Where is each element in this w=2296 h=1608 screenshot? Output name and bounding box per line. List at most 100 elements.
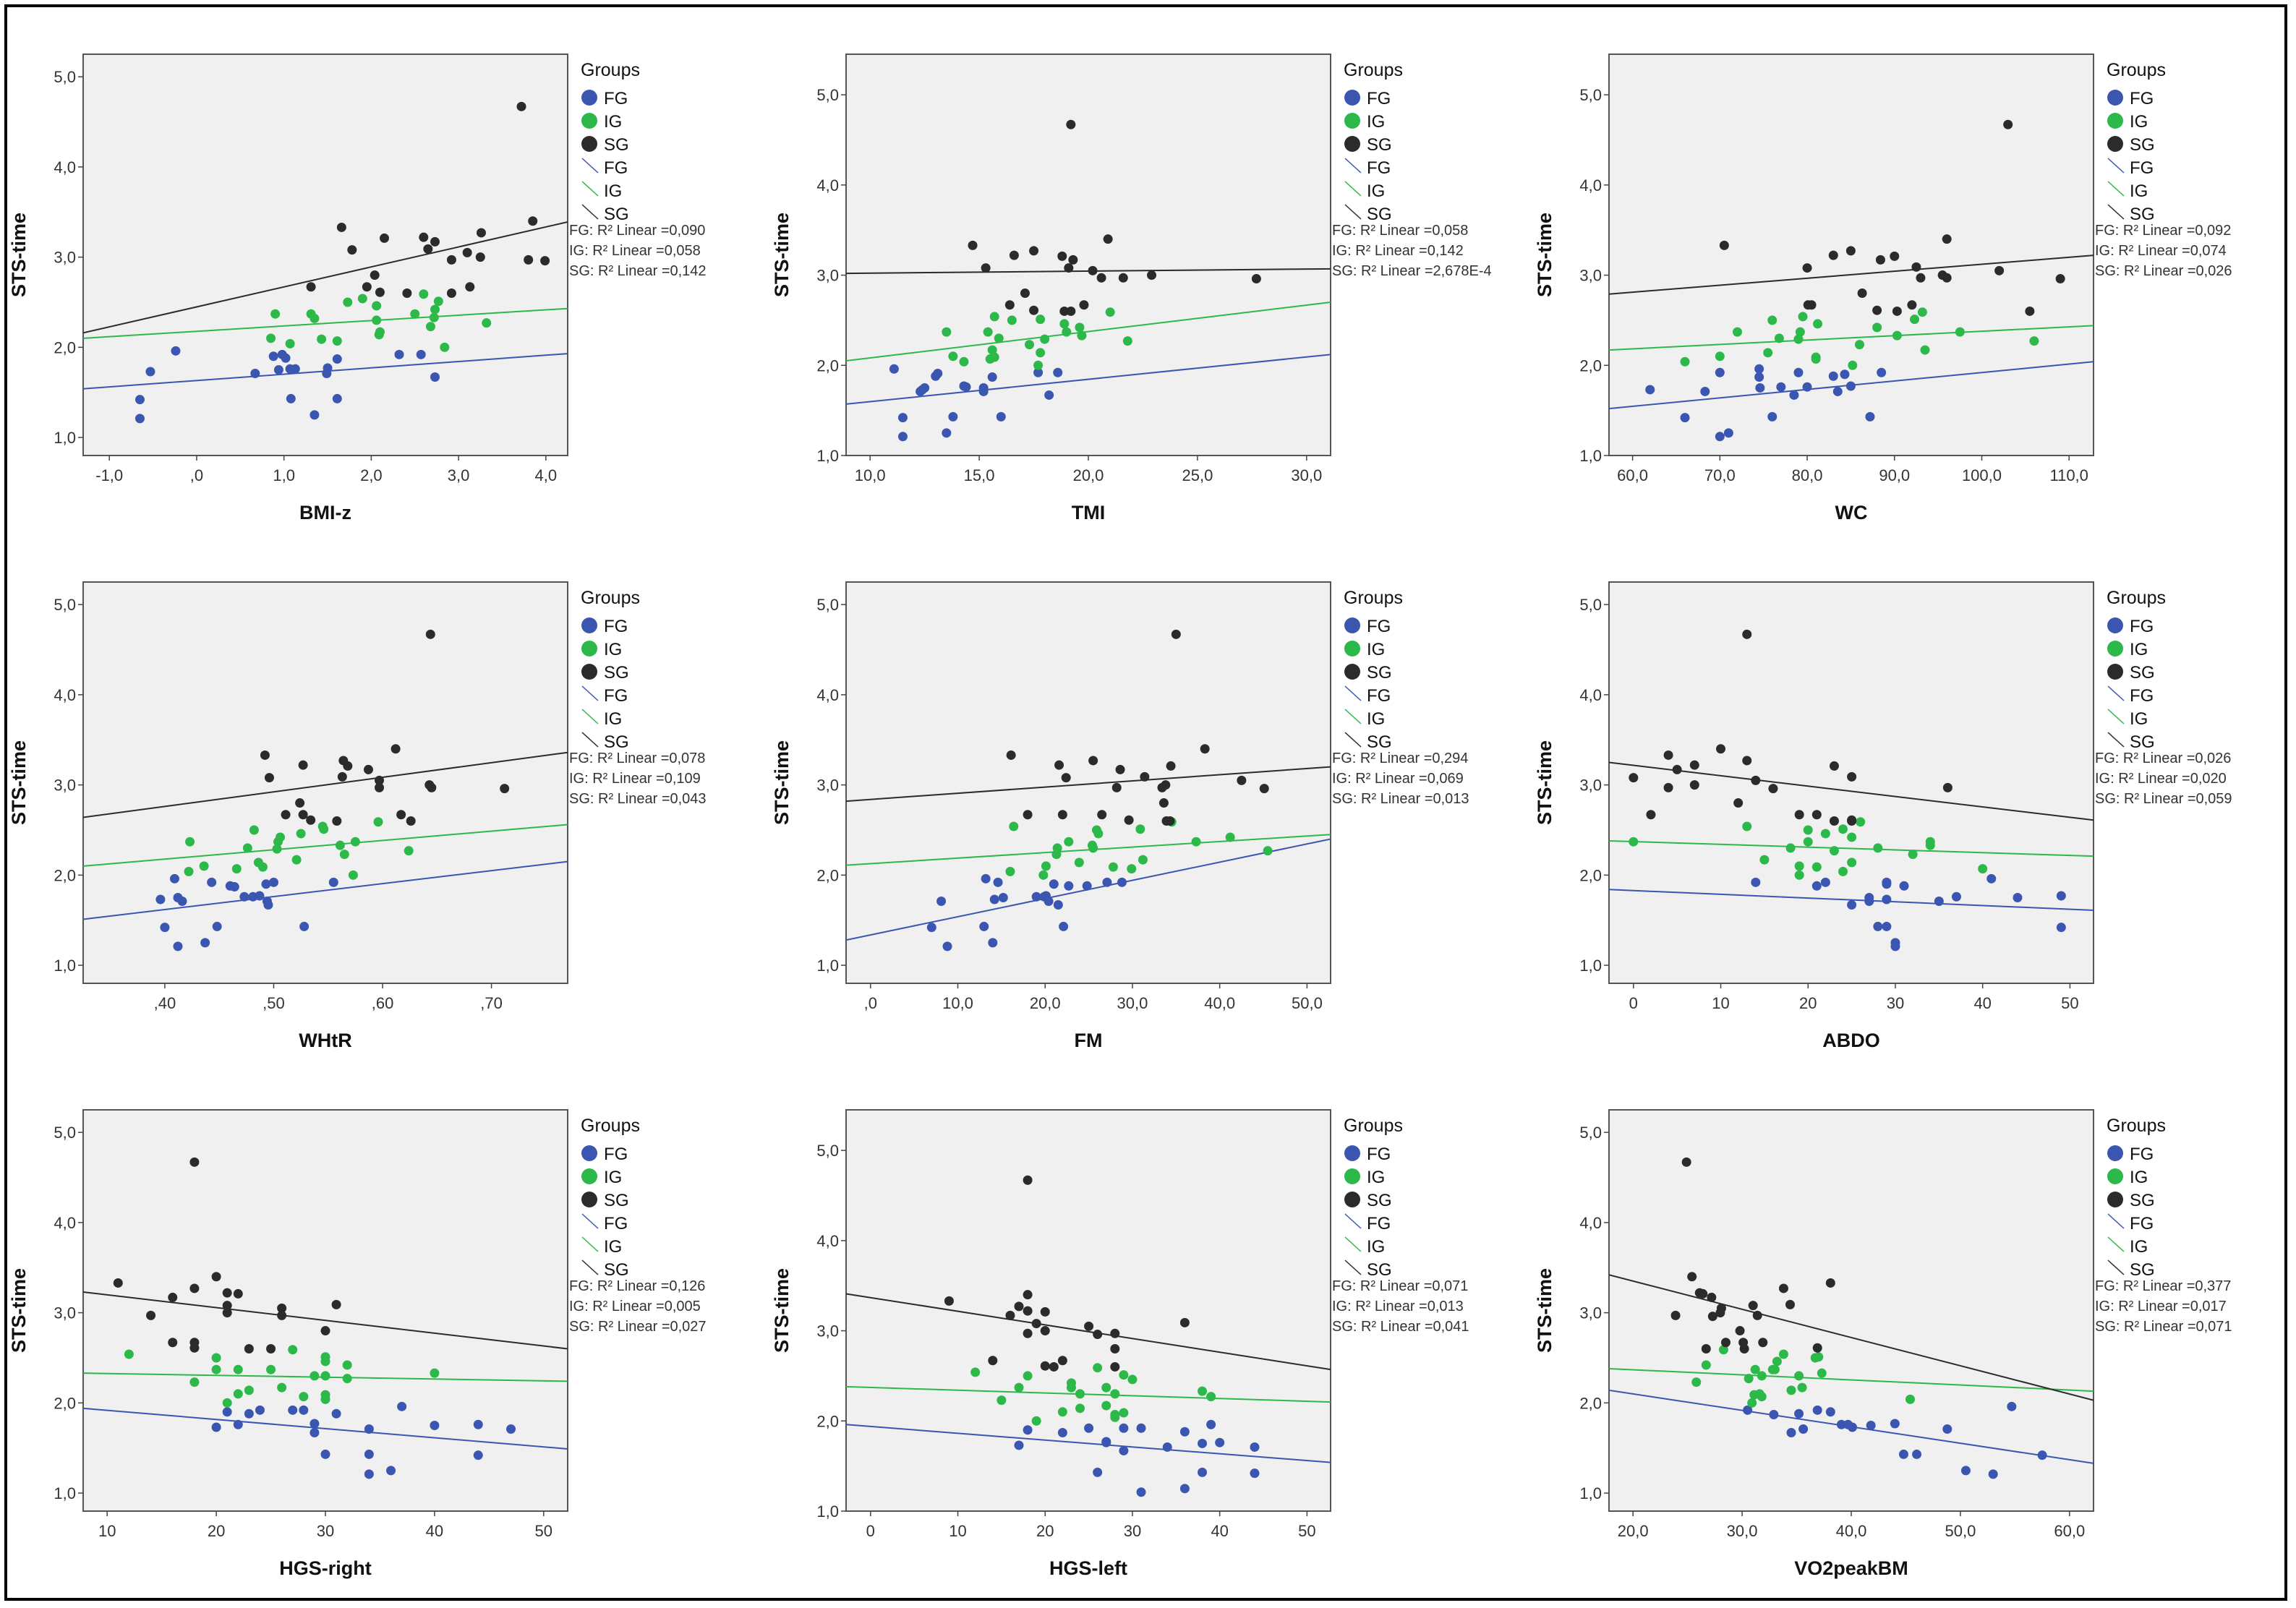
legend-marker-fg xyxy=(581,1145,597,1161)
data-point-sg xyxy=(406,816,416,826)
data-point-sg xyxy=(1847,816,1857,826)
legend-label: IG xyxy=(604,1168,622,1187)
data-point-ig xyxy=(1057,1407,1067,1417)
data-point-fg xyxy=(394,349,404,359)
data-point-fg xyxy=(160,923,170,933)
data-point-fg xyxy=(473,1419,483,1429)
fit-line-ig xyxy=(846,834,1331,866)
legend-label: FG xyxy=(2130,1145,2154,1164)
data-point-sg xyxy=(475,252,485,262)
data-point-sg xyxy=(1166,761,1176,771)
data-point-fg xyxy=(1873,921,1883,931)
data-point-sg xyxy=(1707,1292,1717,1302)
x-tick-label: ,70 xyxy=(480,994,503,1012)
legend-line-sg xyxy=(1344,732,1362,748)
fit-line-sg xyxy=(1609,1274,2094,1401)
x-tick-label: ,50 xyxy=(263,994,285,1012)
data-point-sg xyxy=(1716,1303,1726,1313)
data-point-ig xyxy=(1774,333,1784,343)
data-point-sg xyxy=(419,232,429,242)
plot-area xyxy=(1608,581,2094,984)
data-point-fg xyxy=(273,365,283,375)
data-point-fg xyxy=(1059,921,1069,931)
data-point-fg xyxy=(1882,877,1892,887)
data-point-sg xyxy=(1751,775,1761,785)
data-point-fg xyxy=(942,941,952,951)
data-point-sg xyxy=(1845,246,1856,256)
data-point-sg xyxy=(1735,1326,1745,1336)
legend-line-sg xyxy=(2107,204,2125,220)
x-tick-label: 30,0 xyxy=(1291,466,1322,484)
data-point-ig xyxy=(1847,832,1857,842)
data-point-fg xyxy=(1789,390,1799,400)
legend-label: FG xyxy=(1367,617,1391,636)
data-point-fg xyxy=(926,923,936,933)
legend-label: IG xyxy=(604,709,622,729)
data-point-ig xyxy=(983,327,993,337)
legend-label: FG xyxy=(2130,686,2154,706)
data-point-sg xyxy=(1733,798,1744,808)
data-point-sg xyxy=(1825,1278,1835,1288)
data-point-fg xyxy=(177,897,187,907)
y-tick-label: 1,0 xyxy=(54,957,76,975)
data-point-ig xyxy=(342,1360,352,1370)
data-point-ig xyxy=(1038,870,1049,880)
data-point-sg xyxy=(1088,265,1098,275)
data-point-ig xyxy=(410,309,420,319)
data-point-ig xyxy=(375,327,385,337)
y-tick-label: 3,0 xyxy=(1579,267,1602,285)
legend-marker-sg xyxy=(1344,1192,1360,1207)
data-point-sg xyxy=(1029,246,1039,256)
data-point-sg xyxy=(1124,815,1134,825)
data-point-sg xyxy=(1004,300,1015,310)
data-point-fg xyxy=(1084,1423,1094,1433)
data-point-sg xyxy=(1629,773,1639,783)
legend-label: FG xyxy=(604,686,628,706)
data-point-ig xyxy=(1920,345,1930,355)
y-axis-label: STS-time xyxy=(8,740,30,825)
legend-title: Groups xyxy=(1344,588,1403,608)
data-point-ig xyxy=(1715,351,1725,362)
data-point-ig xyxy=(1892,330,1902,341)
data-point-sg xyxy=(211,1272,221,1282)
x-tick-label: 20,0 xyxy=(1030,994,1061,1012)
data-point-ig xyxy=(1744,1374,1754,1384)
r2-label: IG: R² Linear =0,020 xyxy=(2095,771,2227,787)
data-point-fg xyxy=(1825,1407,1835,1417)
data-point-sg xyxy=(1663,782,1673,792)
data-point-fg xyxy=(2013,893,2023,903)
fit-line-ig xyxy=(846,1385,1331,1403)
data-point-ig xyxy=(1838,824,1848,834)
y-tick-label: 3,0 xyxy=(54,777,76,795)
data-point-fg xyxy=(1082,881,1092,891)
data-point-ig xyxy=(350,837,360,847)
data-point-sg xyxy=(298,760,308,770)
data-point-sg xyxy=(1681,1157,1691,1167)
chart-svg: 1,0 2,0 3,0 4,0 5,0 20,0 30,0 40,0 50,0 60,0 VO2pe… xyxy=(1534,1109,2232,1579)
data-point-sg xyxy=(1103,234,1113,244)
y-tick-label: 1,0 xyxy=(1579,447,1602,465)
data-point-sg xyxy=(1054,760,1064,770)
data-point-fg xyxy=(1767,411,1778,422)
legend-marker-sg xyxy=(1344,664,1360,680)
y-tick-label: 2,0 xyxy=(1579,1394,1602,1412)
data-point-ig xyxy=(242,843,252,853)
legend-marker-fg xyxy=(1344,90,1360,106)
legend-label: IG xyxy=(604,640,622,659)
data-point-fg xyxy=(173,941,183,951)
legend-marker-fg xyxy=(2107,617,2123,633)
data-point-sg xyxy=(1687,1272,1697,1282)
legend-marker-fg xyxy=(1344,1145,1360,1161)
data-point-ig xyxy=(288,1345,298,1355)
data-point-sg xyxy=(1707,1312,1717,1322)
data-point-sg xyxy=(1171,629,1181,639)
data-point-fg xyxy=(1031,891,1041,902)
legend-marker-sg xyxy=(2107,664,2123,680)
data-point-ig xyxy=(1062,327,1072,337)
data-point-ig xyxy=(1119,1408,1129,1418)
fit-line-fg xyxy=(83,1407,568,1450)
data-point-ig xyxy=(1794,870,1804,880)
legend-line-fg xyxy=(2107,158,2125,174)
data-point-sg xyxy=(1059,306,1070,316)
data-point-sg xyxy=(168,1292,178,1302)
